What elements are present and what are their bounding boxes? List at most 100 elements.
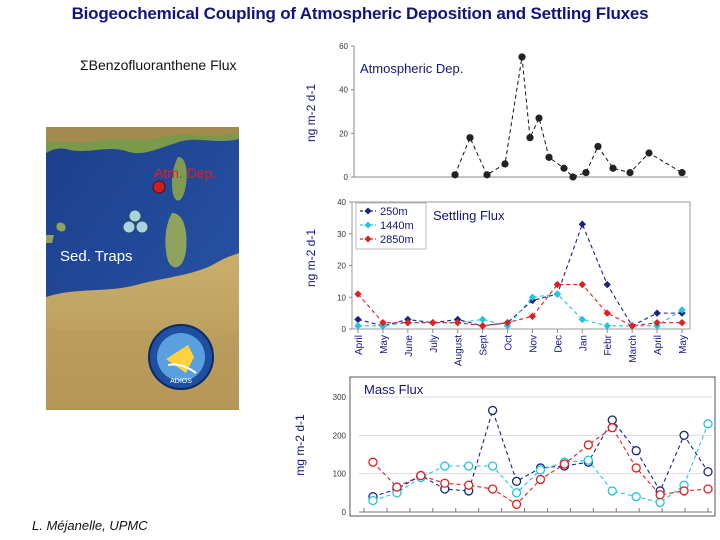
atm-point bbox=[645, 149, 653, 157]
mass-point bbox=[416, 470, 426, 481]
settle-legend-label: 2850m bbox=[380, 234, 414, 246]
atm-point bbox=[535, 114, 543, 122]
atm-dep-marker bbox=[152, 180, 166, 194]
settle-legend-label: 1440m bbox=[380, 220, 414, 232]
atm-point bbox=[501, 160, 509, 168]
mass-point bbox=[487, 461, 498, 471]
mass-frame bbox=[349, 376, 716, 517]
atm-point bbox=[594, 142, 602, 151]
settle-xtick-label: Jan bbox=[578, 335, 589, 351]
settle-ytick-label: 20 bbox=[337, 262, 346, 271]
atm-point bbox=[526, 134, 534, 142]
atm-point bbox=[609, 164, 617, 172]
settle-xtick-label: April bbox=[354, 335, 365, 355]
settle-chart-title: Settling Flux bbox=[433, 208, 505, 223]
mass-point bbox=[583, 440, 594, 450]
mass-point bbox=[703, 484, 713, 494]
mass-point bbox=[511, 499, 522, 509]
atm-point bbox=[560, 164, 568, 172]
settle-xtick-label: July bbox=[429, 335, 440, 353]
atm-ytick-label: 60 bbox=[339, 42, 348, 51]
atm-point bbox=[678, 169, 686, 177]
mass-point bbox=[631, 492, 641, 502]
mass-point bbox=[703, 467, 713, 477]
mass-point bbox=[607, 423, 617, 433]
mass-point bbox=[511, 488, 522, 498]
settle-xtick-label: April bbox=[653, 335, 664, 355]
mass-flux-chart: 0 100 200 300 Mass Flux bbox=[333, 376, 716, 517]
mass-ytick-label: 200 bbox=[333, 431, 347, 440]
settle-ytick-label: 30 bbox=[337, 230, 346, 239]
settle-xtick-label: Sept bbox=[479, 335, 490, 356]
mass-chart-title: Mass Flux bbox=[364, 382, 424, 397]
mass-point bbox=[368, 457, 378, 467]
settling-flux-chart: 0 10 20 30 40 April May June July August Sept Oct No… bbox=[337, 198, 691, 366]
mass-point bbox=[655, 497, 665, 508]
settle-point bbox=[503, 318, 512, 327]
mass-point bbox=[440, 478, 450, 488]
mass-point bbox=[655, 490, 665, 500]
atm-point bbox=[569, 173, 577, 181]
settling-ylabel: ng m-2 d-1 bbox=[304, 228, 318, 288]
sed-traps-label: Sed. Traps bbox=[60, 248, 133, 265]
settle-legend-marker bbox=[364, 235, 372, 243]
atmospheric-dep-chart: 0 20 40 60 Atmospheric Dep. bbox=[339, 42, 688, 182]
settle-ytick-label: 40 bbox=[337, 198, 346, 207]
mass-point bbox=[631, 463, 641, 473]
slide-title: Biogeochemical Coupling of Atmospheric D… bbox=[71, 4, 649, 23]
mass-point bbox=[487, 405, 498, 416]
mass-point bbox=[464, 461, 474, 471]
compound-label: ΣBenzofluoranthene Flux bbox=[80, 57, 237, 73]
mass-point bbox=[679, 430, 689, 440]
svg-text:ADIOS: ADIOS bbox=[170, 378, 192, 385]
settle-point bbox=[379, 318, 387, 327]
settle-ytick-label: 10 bbox=[337, 293, 346, 302]
mass-point bbox=[559, 459, 570, 469]
atm-dep-label: Atm. Dep. bbox=[154, 165, 216, 181]
settle-xtick-label: August bbox=[454, 335, 465, 366]
settle-xtick-label: June bbox=[404, 335, 415, 357]
mass-point bbox=[631, 446, 641, 456]
mass-point bbox=[703, 419, 713, 429]
atm-point bbox=[545, 153, 553, 161]
mass-ylabel: mg m-2 d-1 bbox=[293, 414, 307, 476]
settle-xtick-label: May bbox=[678, 335, 689, 354]
settle-legend-marker bbox=[364, 207, 372, 215]
settle-point bbox=[578, 280, 586, 289]
mass-point bbox=[464, 480, 474, 490]
atm-series-line bbox=[454, 56, 683, 178]
mass-point bbox=[440, 461, 450, 471]
sed-traps-marker bbox=[122, 209, 149, 234]
mass-point bbox=[487, 484, 498, 494]
mass-point bbox=[392, 482, 402, 492]
settle-series-line bbox=[357, 284, 682, 327]
atm-ytick-label: 20 bbox=[339, 129, 348, 138]
mass-point bbox=[535, 474, 546, 485]
atm-point bbox=[466, 134, 474, 142]
settle-xtick-label: May bbox=[379, 335, 390, 354]
mass-point bbox=[607, 415, 617, 425]
atm-point bbox=[626, 169, 634, 177]
settle-point bbox=[354, 322, 362, 330]
settle-point bbox=[454, 318, 462, 327]
atm-point bbox=[451, 171, 459, 179]
atm-point bbox=[483, 171, 491, 179]
mass-point bbox=[535, 465, 546, 475]
atm-chart-title: Atmospheric Dep. bbox=[360, 61, 463, 76]
settle-point bbox=[429, 318, 437, 327]
settle-point bbox=[653, 309, 661, 317]
atm-ytick-label: 0 bbox=[344, 173, 349, 182]
settle-point bbox=[678, 318, 686, 327]
mass-ytick-label: 300 bbox=[333, 393, 347, 402]
atm-point bbox=[582, 169, 590, 177]
settle-point bbox=[354, 315, 362, 324]
settle-legend-marker bbox=[364, 221, 372, 229]
mass-point bbox=[511, 476, 522, 486]
atm-point bbox=[518, 53, 526, 61]
settle-point bbox=[553, 290, 562, 298]
settle-point bbox=[653, 318, 661, 327]
settle-ytick-label: 0 bbox=[342, 325, 347, 334]
settle-legend-label: 250m bbox=[380, 206, 408, 218]
settle-series-line bbox=[358, 293, 683, 327]
mass-point bbox=[583, 455, 594, 465]
